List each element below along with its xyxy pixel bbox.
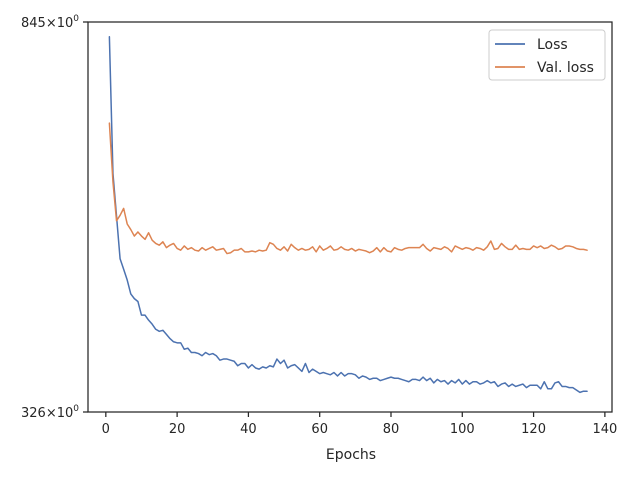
series-line-val-loss (108, 122, 588, 255)
series-layer (108, 36, 588, 394)
x-tick-label: 120 (521, 422, 546, 437)
legend-label: Loss (537, 37, 568, 53)
x-tick-label: 20 (169, 422, 186, 437)
plot-frame (87, 21, 613, 413)
legend: Loss Val. loss (488, 29, 606, 81)
y-tick-label: 845×100 (21, 14, 79, 31)
x-tick-label: 140 (592, 422, 617, 437)
legend-label: Val. loss (537, 60, 594, 76)
x-tick-label: 0 (102, 422, 110, 437)
x-tick-label: 80 (383, 422, 400, 437)
x-tick-label: 100 (450, 422, 475, 437)
x-tick-label: 40 (240, 422, 257, 437)
series-line-loss (108, 36, 588, 394)
x-axis-label: Epochs (326, 447, 376, 463)
x-tick-label: 60 (311, 422, 328, 437)
axes-layer: 0 20 40 60 80 100 120 140 845×100 326×100 (21, 14, 617, 437)
y-tick-label: 326×100 (21, 404, 79, 421)
